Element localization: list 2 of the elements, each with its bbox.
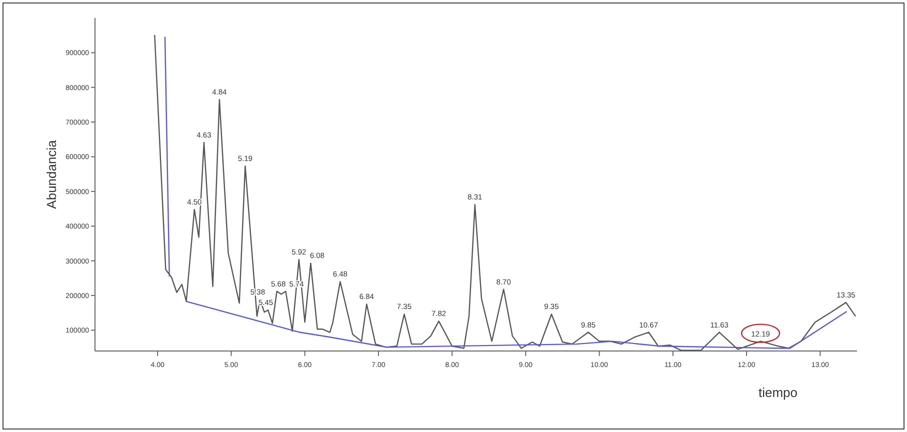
y-axis-title: Abundancia	[44, 139, 59, 209]
x-axis-title: tiempo	[758, 385, 798, 400]
